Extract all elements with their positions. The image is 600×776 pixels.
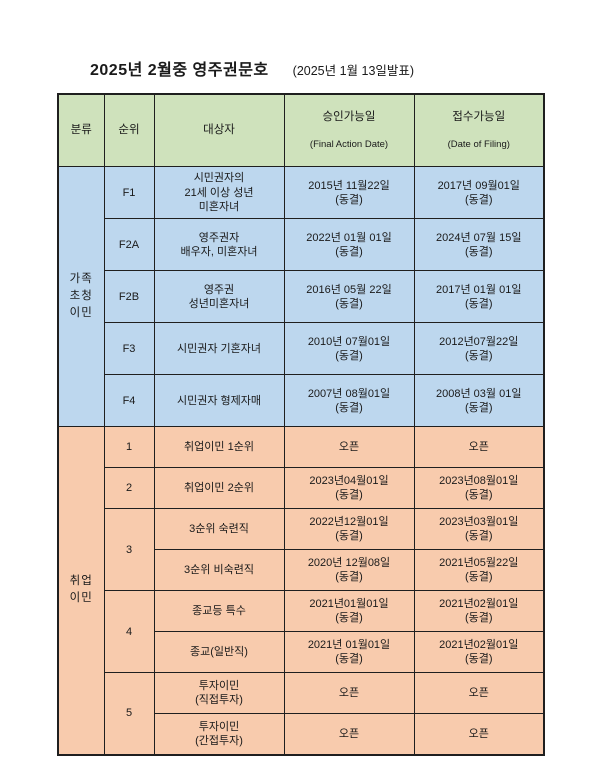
column-header-label: 승인가능일 bbox=[322, 111, 376, 124]
applicant-cell: 취업이민 2순위 bbox=[153, 467, 285, 510]
rank-cell: F3 bbox=[103, 322, 155, 376]
column-header-label: 대상자 bbox=[203, 124, 235, 137]
rank-cell: F2A bbox=[103, 218, 155, 272]
filing-cell: 오픈 bbox=[413, 672, 545, 715]
rank-cell: 3 bbox=[103, 508, 155, 592]
rank-cell: F1 bbox=[103, 166, 155, 220]
visa-bulletin-table: 분류 순위 대상자 승인가능일 (Final Action Date) 접수가능… bbox=[57, 93, 545, 756]
final-action-cell: 2020년 12월08일 (동결) bbox=[283, 549, 415, 592]
filing-cell: 2017년 09월01일 (동결) bbox=[413, 166, 545, 220]
rank-cell: F4 bbox=[103, 374, 155, 428]
filing-cell: 2023년03월01일 (동결) bbox=[413, 508, 545, 551]
title-row: 2025년 2월중 영주권문호 (2025년 1월 13일발표) bbox=[90, 56, 414, 80]
applicant-cell: 3순위 숙련직 bbox=[153, 508, 285, 551]
final-action-cell: 2016년 05월 22일 (동결) bbox=[283, 270, 415, 324]
applicant-cell: 종교(일반직) bbox=[153, 631, 285, 674]
filing-cell: 2021년02월01일 (동결) bbox=[413, 590, 545, 633]
table-row: F2A 영주권자 배우자, 미혼자녀 2022년 01월 01일 (동결) 20… bbox=[58, 218, 545, 272]
table-row: 3 3순위 숙련직 2022년12월01일 (동결) 2023년03월01일 (… bbox=[58, 508, 545, 592]
final-action-cell: 2010년 07월01일 (동결) bbox=[283, 322, 415, 376]
applicant-cell: 시민권자 기혼자녀 bbox=[153, 322, 285, 376]
column-header-label: 분류 bbox=[70, 124, 92, 137]
table-row: 4 종교등 특수 2021년01월01일 (동결) 2021년02월01일 (동… bbox=[58, 590, 545, 674]
final-action-cell: 2021년 01월01일 (동결) bbox=[283, 631, 415, 674]
final-action-cell: 2015년 11월22일 (동결) bbox=[283, 166, 415, 220]
rank-cell: 5 bbox=[103, 672, 155, 756]
table-row: 취업 이민 1 취업이민 1순위 오픈 오픈 bbox=[57, 426, 545, 756]
section-label-employment: 취업 이민 bbox=[57, 426, 105, 756]
final-action-cell: 2022년12월01일 (동결) bbox=[283, 508, 415, 551]
filing-cell: 2021년05월22일 (동결) bbox=[413, 549, 545, 592]
filing-cell: 오픈 bbox=[413, 713, 545, 756]
final-action-cell: 오픈 bbox=[283, 426, 415, 469]
filing-cell: 2021년02월01일 (동결) bbox=[413, 631, 545, 674]
final-action-cell: 2022년 01월 01일 (동결) bbox=[283, 218, 415, 272]
final-action-cell: 오픈 bbox=[283, 713, 415, 756]
page-subtitle: (2025년 1월 13일발표) bbox=[292, 64, 415, 78]
filing-cell: 2023년08월01일 (동결) bbox=[413, 467, 545, 510]
column-header-final-action-date: 승인가능일 (Final Action Date) bbox=[283, 93, 415, 168]
header-row: 분류 순위 대상자 승인가능일 (Final Action Date) 접수가능… bbox=[57, 93, 545, 168]
section-label-family: 가족 초청 이민 bbox=[57, 166, 105, 428]
column-header-sublabel: (Final Action Date) bbox=[309, 138, 389, 150]
filing-cell: 오픈 bbox=[413, 426, 545, 469]
rank-cell: 4 bbox=[103, 590, 155, 674]
applicant-cell: 영주권 성년미혼자녀 bbox=[153, 270, 285, 324]
column-header-rank: 순위 bbox=[103, 93, 155, 168]
applicant-cell: 취업이민 1순위 bbox=[153, 426, 285, 469]
final-action-cell: 2023년04월01일 (동결) bbox=[283, 467, 415, 510]
column-header-applicant: 대상자 bbox=[153, 93, 285, 168]
table-row: 5 투자이민 (직접투자) 오픈 오픈 bbox=[58, 672, 545, 756]
applicant-cell: 영주권자 배우자, 미혼자녀 bbox=[153, 218, 285, 272]
final-action-cell: 2007년 08월01일 (동결) bbox=[283, 374, 415, 428]
final-action-cell: 2021년01월01일 (동결) bbox=[283, 590, 415, 633]
rank-cell: 1 bbox=[103, 426, 155, 469]
final-action-cell: 오픈 bbox=[283, 672, 415, 715]
table-row: F4 시민권자 형제자매 2007년 08월01일 (동결) 2008년 03월… bbox=[58, 374, 545, 428]
column-header-category: 분류 bbox=[57, 93, 105, 168]
table-row: F2B 영주권 성년미혼자녀 2016년 05월 22일 (동결) 2017년 … bbox=[58, 270, 545, 324]
page-title: 2025년 2월중 영주권문호 bbox=[90, 62, 269, 79]
table-row: 3순위 비숙련직 2020년 12월08일 (동결) 2021년05월22일 (… bbox=[58, 549, 545, 592]
table-row: 가족 초청 이민 F1 시민권자의 21세 이상 성년 미혼자녀 2015년 1… bbox=[57, 166, 545, 428]
filing-cell: 2017년 01월 01일 (동결) bbox=[413, 270, 545, 324]
applicant-cell: 투자이민 (직접투자) bbox=[153, 672, 285, 715]
filing-cell: 2024년 07월 15일 (동결) bbox=[413, 218, 545, 272]
filing-cell: 2008년 03월 01일 (동결) bbox=[413, 374, 545, 428]
applicant-cell: 종교등 특수 bbox=[153, 590, 285, 633]
column-header-label: 순위 bbox=[118, 124, 140, 137]
column-header-date-of-filing: 접수가능일 (Date of Filing) bbox=[413, 93, 545, 168]
applicant-cell: 투자이민 (간접투자) bbox=[153, 713, 285, 756]
column-header-label: 접수가능일 bbox=[452, 111, 506, 124]
table-row: 2 취업이민 2순위 2023년04월01일 (동결) 2023년08월01일 … bbox=[58, 467, 545, 510]
applicant-cell: 시민권자의 21세 이상 성년 미혼자녀 bbox=[153, 166, 285, 220]
applicant-cell: 3순위 비숙련직 bbox=[153, 549, 285, 592]
applicant-cell: 시민권자 형제자매 bbox=[153, 374, 285, 428]
filing-cell: 2012년07월22일 (동결) bbox=[413, 322, 545, 376]
rank-cell: F2B bbox=[103, 270, 155, 324]
column-header-sublabel: (Date of Filing) bbox=[447, 138, 510, 150]
rank-cell: 2 bbox=[103, 467, 155, 510]
table-row: F3 시민권자 기혼자녀 2010년 07월01일 (동결) 2012년07월2… bbox=[58, 322, 545, 376]
